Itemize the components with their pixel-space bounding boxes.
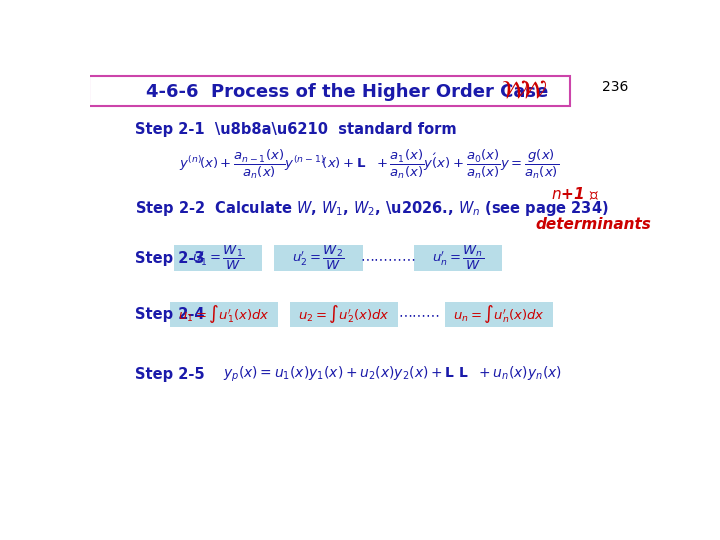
Text: Step 2-2  Calculate $\mathit{W}$, $\mathit{W}_1$, $\mathit{W}_2$, \u2026., $\mat: Step 2-2 Calculate $\mathit{W}$, $\mathi…	[135, 199, 608, 218]
Text: $u_n = \int u_n'(x)dx$: $u_n = \int u_n'(x)dx$	[453, 303, 545, 325]
FancyBboxPatch shape	[174, 245, 262, 271]
Text: $\cdots\cdots\cdots\cdots$: $\cdots\cdots\cdots\cdots$	[361, 251, 416, 265]
Text: $\cdots\cdots\cdots$: $\cdots\cdots\cdots$	[398, 307, 441, 321]
Text: $y^{(n)}\!(x)+\dfrac{a_{n-1}(x)}{a_n(x)}y^{(n-1)}\!(x)+\mathbf{L}\ \ +\dfrac{a_1: $y^{(n)}\!(x)+\dfrac{a_{n-1}(x)}{a_n(x)}…	[179, 148, 559, 181]
Text: 4-6-6  Process of the Higher Order Case: 4-6-6 Process of the Higher Order Case	[145, 83, 548, 101]
Text: Step 2-4: Step 2-4	[135, 307, 204, 322]
Text: $u_1' = \dfrac{W_1}{W}$: $u_1' = \dfrac{W_1}{W}$	[192, 244, 244, 272]
Text: Step 2-1  \u8b8a\u6210  standard form: Step 2-1 \u8b8a\u6210 standard form	[135, 122, 456, 137]
Text: $n$+1 個: $n$+1 個	[551, 185, 599, 202]
Text: $u_2' = \dfrac{W_2}{W}$: $u_2' = \dfrac{W_2}{W}$	[292, 244, 345, 272]
FancyBboxPatch shape	[445, 302, 553, 327]
FancyBboxPatch shape	[170, 302, 277, 327]
Text: determinants: determinants	[536, 218, 652, 233]
FancyBboxPatch shape	[290, 302, 397, 327]
Text: 236: 236	[602, 80, 629, 94]
Text: $u_2 = \int u_2'(x)dx$: $u_2 = \int u_2'(x)dx$	[298, 303, 390, 325]
FancyBboxPatch shape	[414, 245, 503, 271]
FancyBboxPatch shape	[89, 76, 570, 106]
Text: $\mathcal{W\!W}$: $\mathcal{W\!W}$	[500, 78, 548, 102]
Text: $y_p(x)=u_1(x)y_1(x)+u_2(x)y_2(x)+\mathbf{L}\ \mathbf{L}\ \ +u_n(x)y_n(x)$: $y_p(x)=u_1(x)y_1(x)+u_2(x)y_2(x)+\mathb…	[222, 365, 562, 384]
FancyBboxPatch shape	[274, 245, 363, 271]
Text: Step 2-3: Step 2-3	[135, 251, 204, 266]
Text: $u_n' = \dfrac{W_n}{W}$: $u_n' = \dfrac{W_n}{W}$	[432, 244, 485, 272]
Text: Step 2-5: Step 2-5	[135, 367, 204, 382]
Text: $u_1 = \int u_1'(x)dx$: $u_1 = \int u_1'(x)dx$	[178, 303, 269, 325]
